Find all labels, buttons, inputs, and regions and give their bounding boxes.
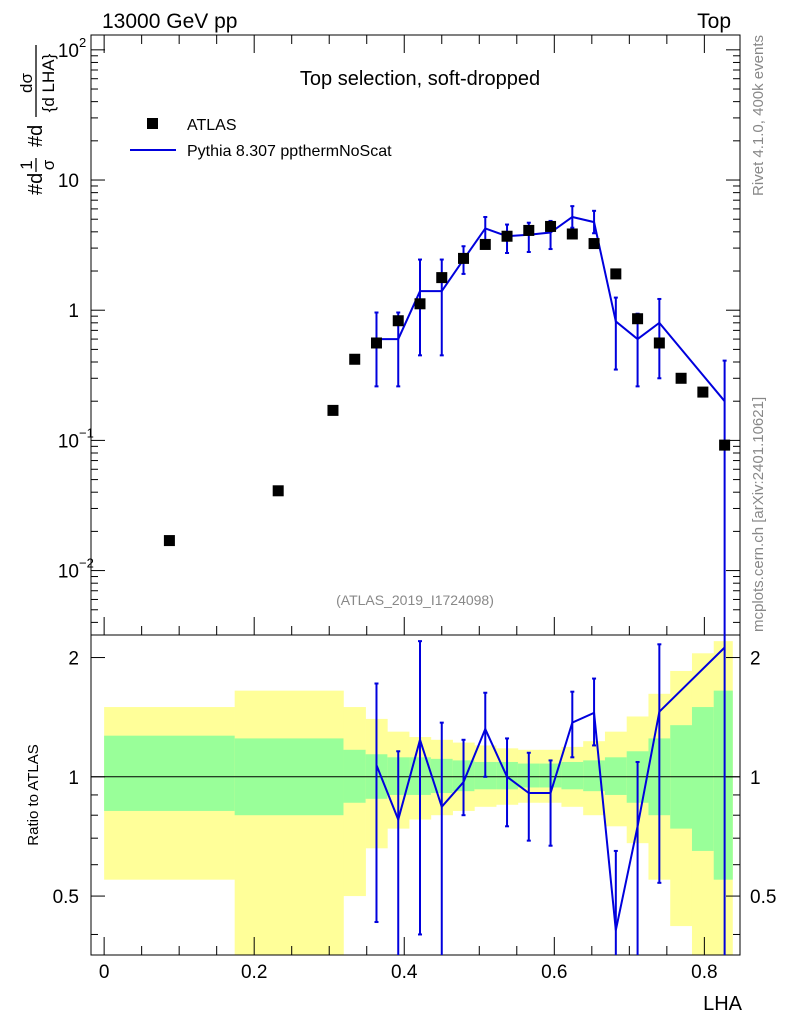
data-marker	[545, 220, 557, 232]
band-outer	[234, 690, 344, 955]
data-marker	[632, 313, 644, 325]
ylabel-d1: #d	[25, 173, 47, 195]
data-marker	[501, 230, 513, 242]
ylabel-num2: dσ	[17, 73, 36, 93]
ylabel-den1: σ	[39, 159, 58, 170]
data-marker	[610, 268, 622, 280]
data-marker	[653, 337, 665, 349]
y-tick-label-lower: 1	[68, 768, 79, 789]
header-left: 13000 GeV pp	[102, 10, 237, 33]
ratio-series	[374, 635, 726, 955]
data-marker	[370, 337, 382, 349]
ylabel-den2: {d LHA}	[39, 53, 58, 112]
ylabel-num1: 1	[17, 160, 36, 169]
x-axis-label: LHA	[703, 993, 743, 1015]
y-tick-label-lower: 0.5	[53, 887, 79, 908]
band-inner	[343, 749, 366, 803]
data-marker	[349, 353, 361, 365]
header-right: Top	[697, 10, 731, 33]
legend-data-label: ATLAS	[187, 117, 237, 134]
y-tick-label-lower-right: 1	[750, 768, 761, 789]
x-tick-label: 0.8	[691, 962, 717, 983]
upper-y-label: #d 1 σ #d dσ {d LHA}	[17, 45, 58, 195]
ylabel-d2: #d	[25, 125, 47, 147]
data-marker	[719, 439, 731, 451]
data-marker	[436, 272, 448, 284]
x-tick-label: 0.6	[541, 962, 567, 983]
data-series	[163, 220, 731, 547]
y-tick-label-upper: 1	[68, 301, 79, 322]
data-marker	[414, 298, 426, 310]
band-inner	[713, 690, 733, 880]
y-tick-label-upper: 10	[58, 41, 79, 62]
x-tick-label: 0	[99, 962, 110, 983]
y-tick-label-exponent: 2	[79, 35, 86, 50]
mc-series	[374, 205, 727, 635]
data-marker	[588, 238, 600, 250]
y-tick-label-upper: 10	[58, 431, 79, 452]
analysis-id: (ATLAS_2019_I1724098)	[336, 592, 494, 608]
data-marker	[392, 315, 404, 327]
rivet-info: Rivet 4.1.0, 400k events	[750, 35, 767, 196]
x-tick-label: 0.4	[391, 962, 418, 983]
y-tick-label-lower-right: 2	[750, 649, 761, 670]
axes-and-ticks	[90, 34, 741, 956]
data-marker	[479, 238, 491, 250]
data-marker	[272, 485, 284, 497]
plot-title: Top selection, soft-dropped	[300, 68, 540, 90]
y-tick-label-exponent: −2	[79, 556, 94, 571]
data-marker	[697, 386, 709, 398]
y-tick-label-lower-right: 0.5	[750, 887, 776, 908]
data-marker	[458, 252, 470, 264]
legend-mc-label: Pythia 8.307 ppthermNoScat	[187, 143, 392, 160]
x-tick-label: 0.2	[241, 962, 267, 983]
y-tick-label-exponent: −1	[79, 425, 94, 440]
band-inner	[691, 707, 715, 851]
data-marker	[523, 224, 535, 236]
data-marker	[163, 535, 175, 547]
data-marker	[566, 228, 578, 240]
data-marker	[327, 404, 339, 416]
y-tick-label-lower: 2	[68, 649, 79, 670]
band-inner	[561, 761, 584, 790]
band-inner	[604, 757, 628, 795]
y-tick-label-upper: 10	[58, 171, 79, 192]
legend-data-marker	[147, 118, 158, 129]
band-inner	[104, 735, 235, 811]
y-tick-label-upper: 10	[58, 562, 79, 583]
lower-y-label: Ratio to ATLAS	[25, 744, 42, 845]
mcplots-ref: mcplots.cern.ch [arXiv:2401.10621]	[750, 397, 767, 632]
data-marker	[675, 372, 687, 384]
